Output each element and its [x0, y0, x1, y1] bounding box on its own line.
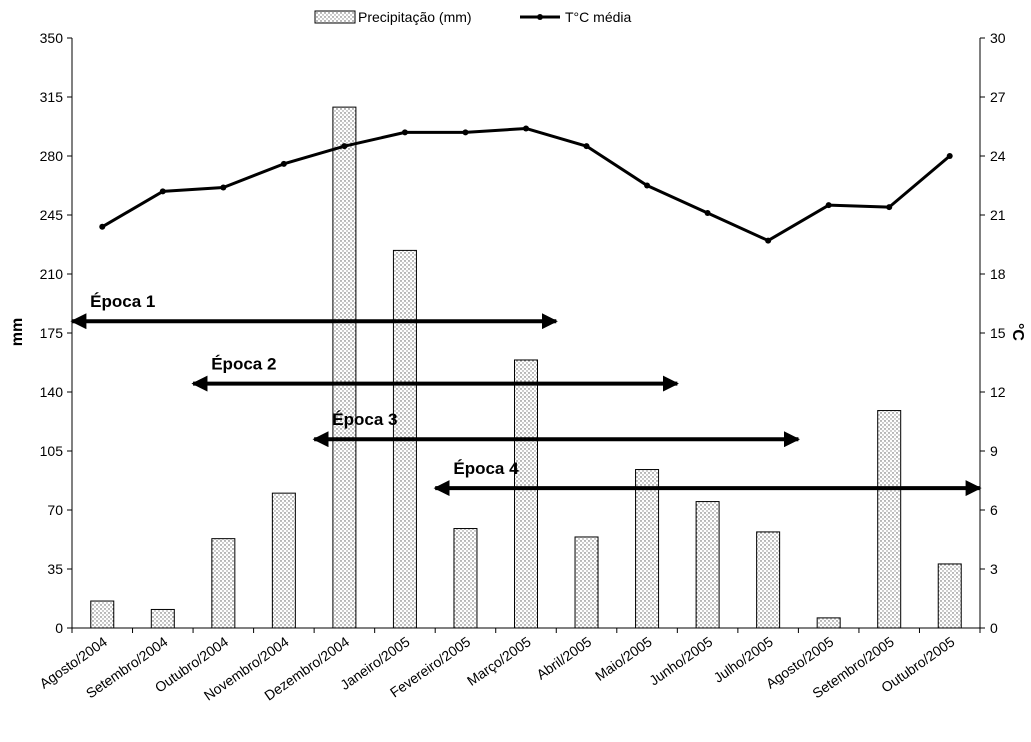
y-right-tick-label: 12 [990, 384, 1006, 400]
y-left-tick-label: 140 [40, 384, 64, 400]
precipitation-bar [695, 501, 720, 629]
precipitation-bar [150, 608, 175, 629]
legend-temp-marker [537, 14, 543, 20]
y-right-tick-label: 27 [990, 89, 1006, 105]
y-left-tick-label: 280 [40, 148, 64, 164]
y-right-tick-label: 6 [990, 502, 998, 518]
temperature-point [462, 129, 469, 136]
epoch-label: Época 2 [211, 355, 276, 374]
y-right-tick-label: 9 [990, 443, 998, 459]
precipitation-bar [937, 563, 962, 629]
precipitation-bar [756, 531, 781, 629]
temperature-point [220, 184, 227, 191]
precipitation-bar [635, 469, 660, 629]
y-right-tick-label: 24 [990, 148, 1006, 164]
legend-temp-label: T°C média [565, 9, 631, 25]
epoch-label: Época 3 [332, 410, 397, 429]
temperature-point [159, 188, 166, 195]
y-right-axis-title: °C [1009, 323, 1026, 341]
y-right-tick-label: 30 [990, 30, 1006, 46]
y-left-tick-label: 0 [55, 620, 63, 636]
y-left-axis-title: mm [9, 318, 26, 346]
y-left-tick-label: 350 [40, 30, 64, 46]
temperature-point [886, 204, 893, 211]
y-left-tick-label: 70 [47, 502, 63, 518]
temperature-line [99, 125, 953, 244]
y-left-tick-label: 105 [40, 443, 64, 459]
temperature-point [583, 143, 590, 150]
temperature-point [704, 210, 711, 217]
x-tick-label: Março/2005 [464, 633, 534, 689]
precipitation-bars [90, 106, 962, 629]
x-tick-label: Abril/2005 [533, 633, 594, 682]
temperature-series-line [101, 126, 951, 243]
temperature-point [946, 153, 953, 159]
x-tick-label: Junho/2005 [646, 633, 715, 688]
temperature-point [341, 143, 348, 150]
precipitation-bar [90, 600, 115, 629]
temperature-point [644, 182, 651, 189]
y-left-tick-label: 210 [40, 266, 64, 282]
legend: Precipitação (mm) T°C média [314, 9, 631, 25]
precipitation-bar [877, 410, 902, 629]
temperature-point [523, 125, 529, 132]
precipitation-bar [453, 528, 478, 629]
temperature-point [765, 237, 772, 244]
y-left-tick-label: 175 [40, 325, 64, 341]
epoch-label: Época 4 [453, 459, 519, 478]
temperature-point [99, 223, 106, 230]
y-right-tick-label: 0 [990, 620, 998, 636]
y-left-tick-label: 315 [40, 89, 64, 105]
y-right-tick-label: 21 [990, 207, 1006, 223]
precipitation-bar [514, 359, 538, 629]
x-tick-label: Maio/2005 [592, 633, 655, 684]
precipitation-bar [574, 536, 599, 629]
precipitation-bar [211, 538, 236, 629]
legend-precip-label: Precipitação (mm) [358, 9, 472, 25]
temperature-point [401, 129, 408, 136]
temperature-point [825, 202, 832, 209]
y-right-tick-label: 15 [990, 325, 1006, 341]
y-left-tick-label: 245 [40, 207, 64, 223]
epoch-annotations: Época 1 Época 2 Época 3 Época 4 [70, 292, 982, 497]
precipitation-bar [816, 617, 841, 629]
precipitation-bar [271, 492, 296, 629]
y-right-tick-label: 18 [990, 266, 1006, 282]
epoch-label: Época 1 [90, 292, 155, 311]
precipitation-bar [332, 106, 357, 629]
y-right-tick-label: 3 [990, 561, 998, 577]
legend-precip-swatch [314, 10, 356, 24]
temperature-point [280, 160, 287, 167]
y-left-tick-label: 35 [47, 561, 63, 577]
